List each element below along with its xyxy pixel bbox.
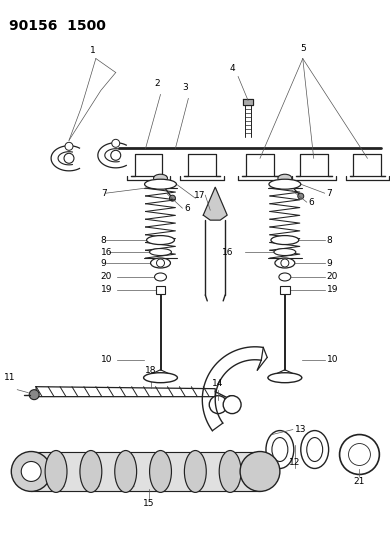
Text: 16: 16 [222, 247, 233, 256]
Ellipse shape [145, 179, 176, 189]
Text: 12: 12 [289, 458, 301, 467]
Text: 9: 9 [101, 259, 107, 268]
Circle shape [112, 139, 120, 147]
Ellipse shape [272, 438, 288, 462]
Ellipse shape [150, 248, 171, 255]
Text: 7: 7 [101, 189, 107, 198]
Ellipse shape [278, 174, 292, 182]
Text: 14: 14 [212, 378, 223, 387]
Text: 19: 19 [326, 286, 338, 294]
Text: 5: 5 [300, 44, 306, 53]
Circle shape [111, 150, 121, 160]
Text: 7: 7 [326, 189, 332, 198]
Polygon shape [203, 187, 227, 220]
Polygon shape [31, 451, 260, 491]
Text: 4: 4 [230, 63, 235, 72]
Ellipse shape [275, 258, 295, 268]
Ellipse shape [226, 395, 236, 403]
Ellipse shape [185, 450, 206, 492]
Text: 90156  1500: 90156 1500 [9, 19, 106, 33]
Ellipse shape [147, 236, 174, 245]
Circle shape [209, 395, 227, 414]
Text: 10: 10 [101, 356, 112, 364]
Ellipse shape [279, 273, 291, 281]
Text: 18: 18 [145, 366, 156, 375]
Text: 15: 15 [143, 499, 154, 508]
Circle shape [21, 462, 41, 481]
Circle shape [223, 395, 241, 414]
Ellipse shape [266, 431, 294, 469]
Text: 21: 21 [354, 478, 365, 487]
Ellipse shape [269, 179, 301, 189]
Ellipse shape [80, 450, 102, 492]
Text: 19: 19 [101, 286, 112, 294]
Circle shape [156, 259, 165, 267]
Circle shape [348, 443, 370, 465]
Ellipse shape [271, 236, 299, 245]
Circle shape [240, 451, 280, 491]
Circle shape [298, 193, 304, 199]
Text: 2: 2 [155, 79, 160, 88]
Text: 10: 10 [326, 356, 338, 364]
Ellipse shape [150, 450, 171, 492]
Ellipse shape [154, 273, 167, 281]
Text: 1: 1 [90, 45, 96, 54]
Circle shape [29, 390, 39, 400]
Ellipse shape [143, 373, 178, 383]
Text: 6: 6 [309, 198, 314, 207]
Ellipse shape [115, 450, 136, 492]
Text: 13: 13 [295, 425, 306, 434]
Text: 16: 16 [101, 247, 112, 256]
Circle shape [169, 195, 176, 201]
Ellipse shape [151, 258, 170, 268]
Circle shape [281, 259, 289, 267]
Text: 20: 20 [101, 272, 112, 281]
Ellipse shape [268, 373, 302, 383]
Ellipse shape [154, 174, 167, 182]
FancyBboxPatch shape [156, 286, 165, 294]
Polygon shape [243, 100, 253, 106]
Text: 8: 8 [101, 236, 107, 245]
Circle shape [339, 434, 379, 474]
Text: 8: 8 [326, 236, 332, 245]
Ellipse shape [219, 450, 241, 492]
Text: 11: 11 [4, 373, 15, 382]
Text: 6: 6 [185, 204, 190, 213]
Text: 17: 17 [194, 191, 205, 200]
Ellipse shape [307, 438, 323, 462]
Circle shape [11, 451, 51, 491]
Circle shape [64, 154, 74, 163]
Text: 3: 3 [183, 84, 188, 92]
Text: 9: 9 [326, 259, 332, 268]
Ellipse shape [301, 431, 328, 469]
FancyBboxPatch shape [280, 286, 290, 294]
Circle shape [65, 142, 73, 150]
Ellipse shape [274, 248, 296, 255]
Text: 20: 20 [326, 272, 338, 281]
Ellipse shape [45, 450, 67, 492]
